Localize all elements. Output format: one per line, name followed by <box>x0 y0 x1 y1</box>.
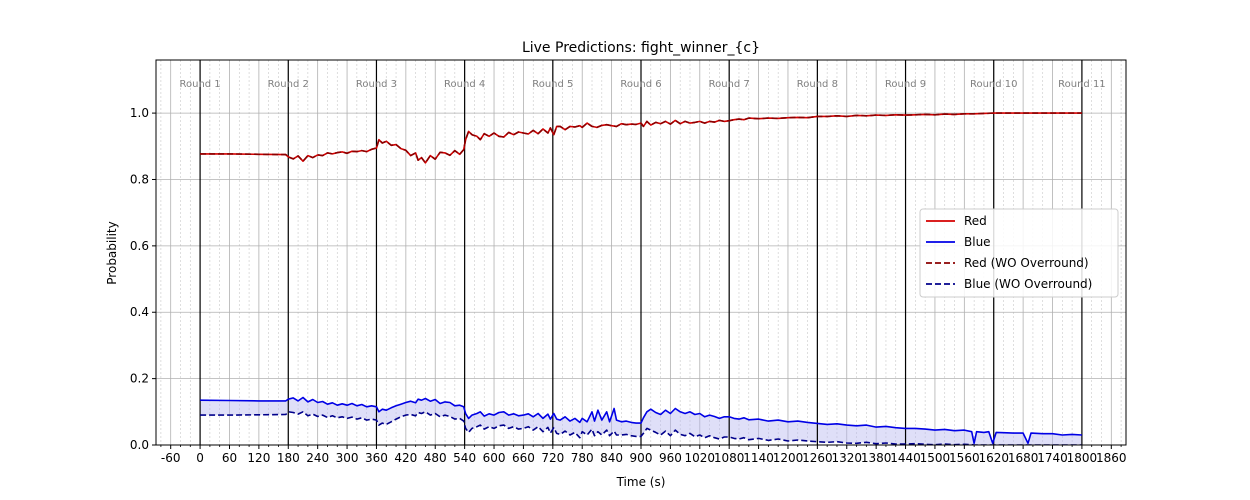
legend: Red Blue Red (WO Overround) Blue (WO Overro… <box>919 208 1119 298</box>
y-tick-label: 0.8 <box>130 172 149 186</box>
y-tick-label: 1.0 <box>130 106 149 120</box>
x-tick-label: 1140 <box>743 451 774 465</box>
x-tick-label: 540 <box>453 451 476 465</box>
chart-title: Live Predictions: fight_winner_{c} <box>522 40 760 56</box>
x-tick-label: 780 <box>571 451 594 465</box>
blue-confidence-fill <box>200 397 1082 445</box>
y-tick-label: 0.0 <box>130 438 149 452</box>
x-tick-label: 1620 <box>978 451 1009 465</box>
round-label: Round 1 <box>179 79 220 90</box>
x-tick-label: 420 <box>394 451 417 465</box>
x-tick-label: 1440 <box>890 451 921 465</box>
round-label: Round 11 <box>1058 79 1106 90</box>
x-tick-label: 1860 <box>1096 451 1127 465</box>
x-tick-label: -60 <box>161 451 181 465</box>
round-label: Round 7 <box>709 79 750 90</box>
x-tick-label: 1560 <box>949 451 980 465</box>
round-label: Round 9 <box>885 79 926 90</box>
round-label: Round 5 <box>532 79 573 90</box>
x-axis-label: Time (s) <box>616 475 666 489</box>
series-line-2 <box>200 112 1082 164</box>
series-line-3 <box>200 411 1082 445</box>
x-tick-label: 840 <box>600 451 623 465</box>
x-tick-label: 60 <box>222 451 237 465</box>
y-tick-label: 0.4 <box>130 305 149 319</box>
round-label: Round 10 <box>970 79 1018 90</box>
legend-entry: Red (WO Overround) <box>964 256 1089 270</box>
probability-fill-area <box>200 397 1082 445</box>
x-tick-label: 1740 <box>1037 451 1068 465</box>
x-tick-label: 1260 <box>802 451 833 465</box>
x-tick-label: 1380 <box>861 451 892 465</box>
x-tick-label: 1200 <box>773 451 804 465</box>
legend-entry: Blue (WO Overround) <box>964 277 1092 291</box>
legend-box <box>919 208 1119 298</box>
x-tick-label: 720 <box>541 451 564 465</box>
x-tick-label: 1320 <box>831 451 862 465</box>
y-tick-label: 0.2 <box>130 372 149 386</box>
x-tick-label: 600 <box>483 451 506 465</box>
x-tick-label: 480 <box>424 451 447 465</box>
x-tick-label: 120 <box>247 451 270 465</box>
y-tick-label: 0.6 <box>130 239 149 253</box>
round-label: Round 6 <box>620 79 661 90</box>
x-tick-label: 1500 <box>920 451 951 465</box>
legend-entry: Red <box>964 214 987 228</box>
x-tick-label: 1680 <box>1008 451 1039 465</box>
minor-grid <box>160 60 1122 445</box>
x-tick-label: 300 <box>336 451 359 465</box>
y-axis-label: Probability <box>105 221 119 284</box>
x-tick-label: 1080 <box>714 451 745 465</box>
round-label: Round 8 <box>797 79 838 90</box>
x-axis-ticks: -60 0 60 120 180 240 300 360 420 480 540 600 660 720 7… <box>160 445 1127 465</box>
x-tick-label: 360 <box>365 451 388 465</box>
round-label: Round 2 <box>268 79 309 90</box>
x-tick-label: 1020 <box>685 451 716 465</box>
x-tick-label: 0 <box>196 451 204 465</box>
x-tick-label: 180 <box>277 451 300 465</box>
x-tick-label: 1800 <box>1067 451 1098 465</box>
x-tick-label: 660 <box>512 451 535 465</box>
round-label: Round 4 <box>444 79 485 90</box>
x-tick-label: 240 <box>306 451 329 465</box>
round-labels: Round 1 Round 2 Round 3 Round 4 Round 5 Round… <box>179 79 1105 90</box>
y-axis-ticks: 0.0 0.2 0.4 0.6 0.8 1.0 <box>130 106 156 452</box>
x-tick-label: 900 <box>630 451 653 465</box>
series-lines <box>200 112 1082 445</box>
legend-entry: Blue <box>964 235 991 249</box>
round-label: Round 3 <box>356 79 397 90</box>
x-tick-label: 960 <box>659 451 682 465</box>
series-line-1 <box>200 396 1082 445</box>
